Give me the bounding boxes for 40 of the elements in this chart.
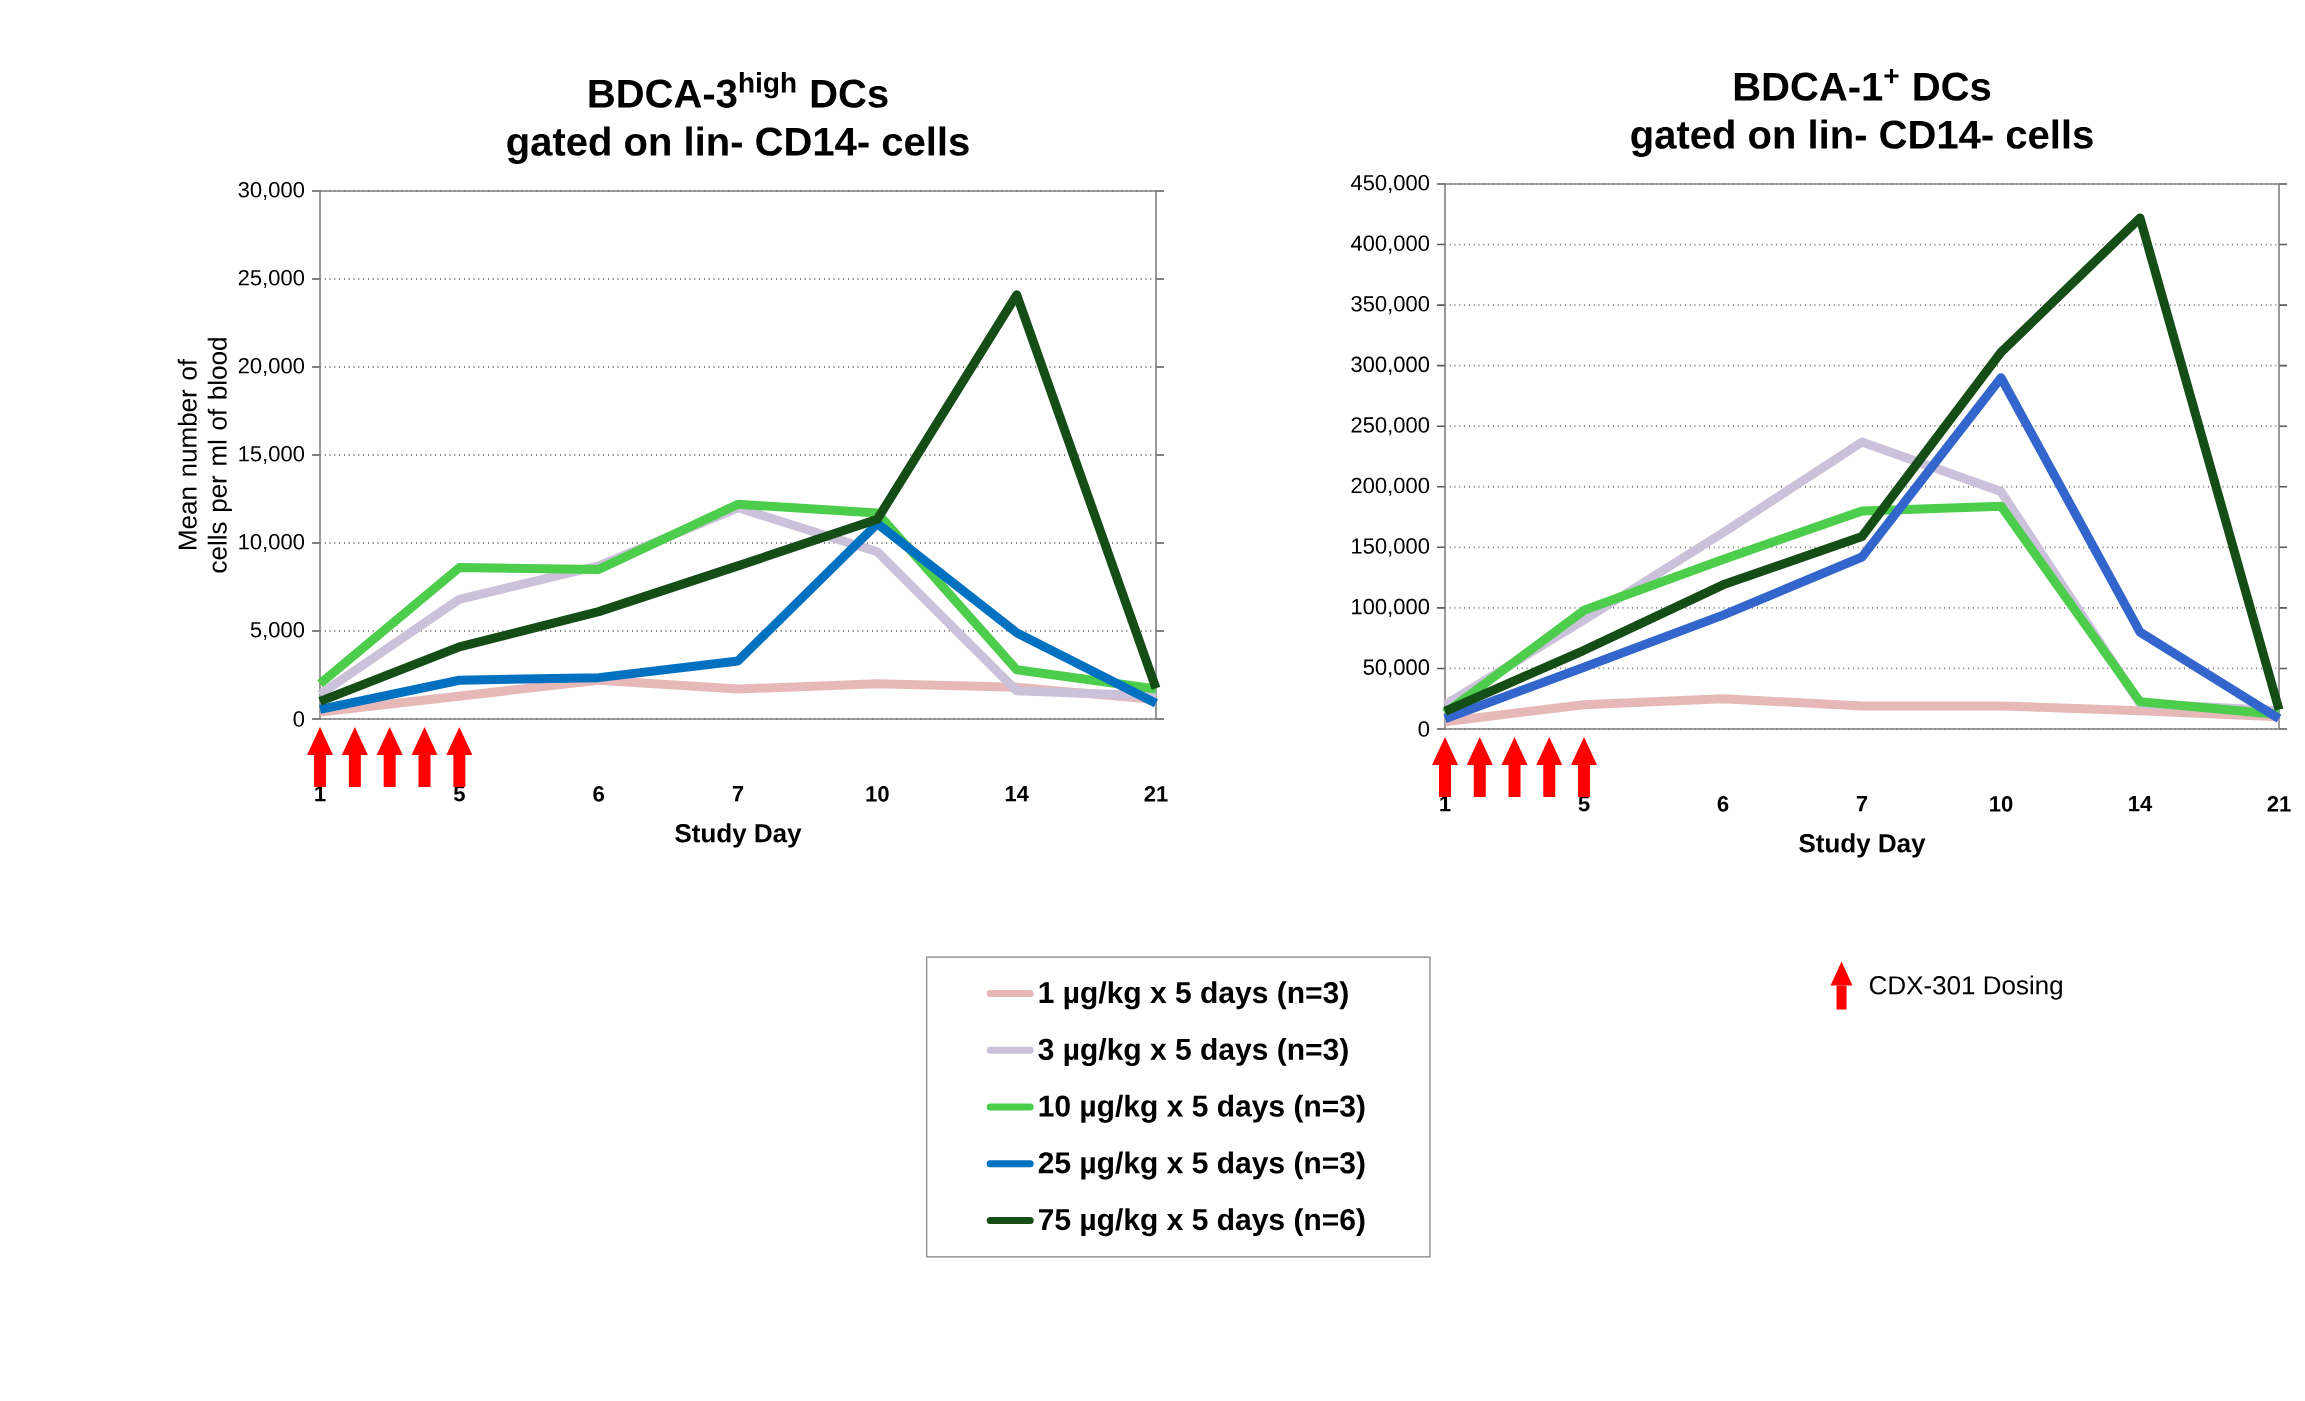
y-tick-label: 0 bbox=[293, 711, 305, 727]
y-tick-label: 15,000 bbox=[239, 445, 305, 465]
y-tick-label: 20,000 bbox=[238, 357, 305, 377]
y-tick-label: 400,000 bbox=[1350, 235, 1430, 254]
chart-title: BDCA-3$^{high}$ DCs bbox=[589, 72, 888, 108]
y-tick-label: 450,000 bbox=[1350, 174, 1430, 194]
y-tick-label: 25,000 bbox=[238, 269, 305, 289]
legend-label: 25 µg/kg x 5 days (n=3) bbox=[1038, 1151, 1365, 1180]
y-tick-label: 300,000 bbox=[1351, 356, 1430, 375]
legend-label: 3 µg/kg x 5 days (n=3) bbox=[1038, 1037, 1348, 1067]
x-tick-label: 6 bbox=[1717, 796, 1729, 812]
legend-label: 75 µg/kg x 5 days (n=6) bbox=[1039, 1208, 1365, 1237]
x-axis-title: Study Day bbox=[1799, 833, 1926, 858]
x-tick-label: 14 bbox=[2129, 796, 2153, 812]
y-tick-label: 5,000 bbox=[250, 621, 305, 641]
x-tick-label: 14 bbox=[1005, 786, 1029, 802]
y-tick-label: 200,000 bbox=[1351, 477, 1430, 496]
y-tick-label: 350,000 bbox=[1351, 296, 1430, 315]
x-tick-label: 21 bbox=[1144, 786, 1168, 802]
y-tick-label: 250,000 bbox=[1351, 417, 1430, 436]
y-tick-label: 30,000 bbox=[238, 181, 305, 201]
y-tick-label: 100,000 bbox=[1352, 598, 1430, 617]
text: CDX-301 Dosing bbox=[1869, 975, 2062, 1000]
x-tick-label: 6 bbox=[593, 786, 605, 802]
chart-title: BDCA-1$^{+}$ DCs bbox=[1734, 68, 1991, 101]
legend-label: 10 µg/kg x 5 days (n=3) bbox=[1039, 1094, 1365, 1123]
y-tick-label: 0 bbox=[1418, 721, 1430, 737]
x-tick-label: 10 bbox=[866, 786, 889, 802]
x-tick-label: 21 bbox=[2267, 796, 2291, 812]
x-axis-title: Study Day bbox=[675, 823, 802, 848]
chart-subtitle: gated on lin- CD14- cells bbox=[507, 126, 969, 164]
y-tick-label: 150,000 bbox=[1352, 538, 1430, 557]
y-tick-label: 50,000 bbox=[1363, 659, 1430, 678]
x-tick-label: 7 bbox=[1856, 796, 1868, 812]
x-tick-label: 10 bbox=[1990, 796, 2013, 812]
x-tick-label: 7 bbox=[732, 786, 744, 802]
legend-label: 1 µg/kg x 5 days (n=3) bbox=[1039, 981, 1348, 1010]
y-tick-label: 10,000 bbox=[239, 533, 305, 553]
y-axis-title: Mean number of cells per ml of blood bbox=[177, 338, 232, 573]
chart-subtitle: gated on lin- CD14- cells bbox=[1631, 119, 2093, 157]
